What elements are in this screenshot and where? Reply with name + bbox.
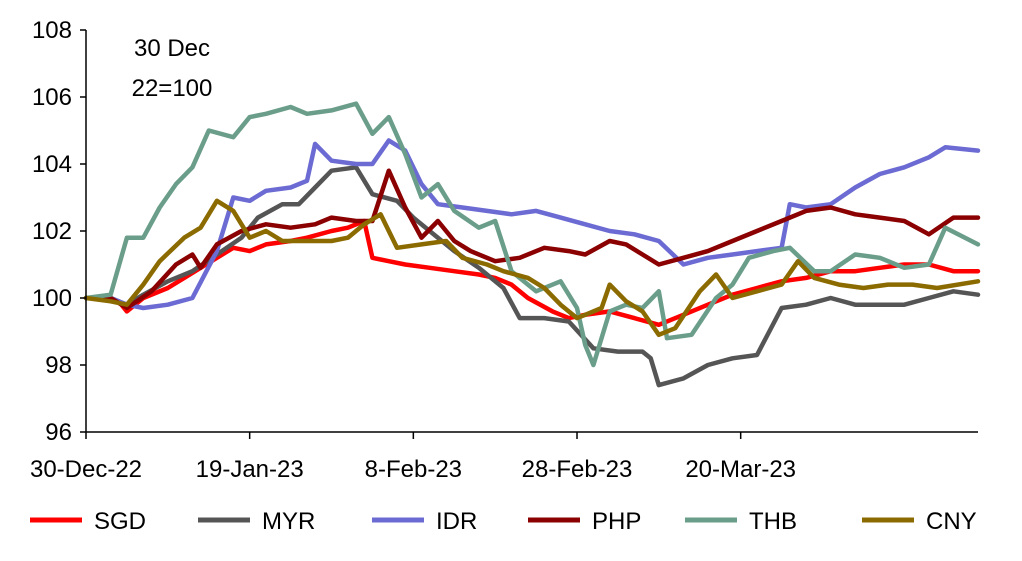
legend-label-myr: MYR bbox=[262, 508, 315, 535]
axes bbox=[85, 30, 978, 433]
y-tick-label: 108 bbox=[32, 17, 72, 44]
x-axis-ticks: 30-Dec-22 19-Jan-23 8-Feb-23 28-Feb-23 20-Ma… bbox=[30, 432, 796, 483]
legend-label-php: PHP bbox=[592, 508, 641, 535]
legend: SGD MYR IDR PHP THB CNY bbox=[30, 508, 977, 535]
chart-annotation: 30 Dec 22=100 bbox=[132, 35, 213, 102]
x-tick-label: 28-Feb-23 bbox=[522, 456, 633, 483]
series-line-thb bbox=[83, 101, 981, 368]
series-layer bbox=[83, 101, 981, 388]
y-tick-label: 96 bbox=[45, 419, 72, 446]
y-tick-label: 98 bbox=[45, 352, 72, 379]
legend-label-cny: CNY bbox=[926, 508, 977, 535]
y-tick-label: 106 bbox=[32, 84, 72, 111]
series-line-myr bbox=[83, 165, 981, 388]
x-tick-label: 8-Feb-23 bbox=[365, 456, 462, 483]
annotation-line-1: 30 Dec bbox=[134, 35, 210, 62]
legend-label-sgd: SGD bbox=[94, 508, 146, 535]
y-tick-label: 104 bbox=[32, 151, 72, 178]
legend-label-thb: THB bbox=[749, 508, 797, 535]
legend-label-idr: IDR bbox=[436, 508, 477, 535]
x-tick-label: 30-Dec-22 bbox=[30, 456, 142, 483]
x-tick-label: 20-Mar-23 bbox=[685, 456, 796, 483]
y-tick-label: 102 bbox=[32, 218, 72, 245]
x-tick-label: 19-Jan-23 bbox=[196, 456, 304, 483]
series-line-cny bbox=[83, 198, 981, 338]
series-line-idr bbox=[83, 138, 981, 311]
annotation-line-2: 22=100 bbox=[132, 75, 213, 102]
y-axis-ticks: 96 98 100 102 104 106 108 bbox=[32, 17, 86, 446]
series-line-php bbox=[83, 168, 981, 311]
y-tick-label: 100 bbox=[32, 285, 72, 312]
